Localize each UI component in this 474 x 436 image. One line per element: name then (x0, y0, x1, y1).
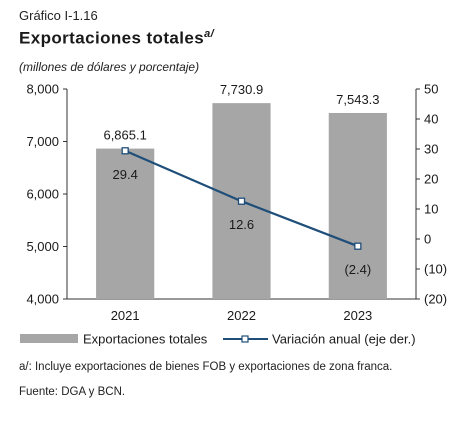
data-labels: 6,865.1 7,730.9 7,543.3 29.4 12.6 (2.4) (103, 82, 379, 277)
category-label: 2023 (343, 308, 372, 323)
right-tick-label: (10) (424, 262, 447, 277)
axes: 4,000 5,000 6,000 7,000 8,000 (20) (10) 0 10 20 30… (26, 82, 447, 324)
chart-title-text: Exportaciones totales (19, 28, 205, 48)
category-label: 2021 (111, 308, 140, 323)
line-point (121, 147, 129, 155)
figure-label: Gráfico I-1.16 (19, 8, 98, 23)
bar-value-label: 7,730.9 (220, 82, 263, 97)
source-note: Fuente: DGA y BCN. (19, 386, 126, 398)
right-tick-label: 30 (424, 142, 438, 157)
right-tick-label: 50 (424, 82, 438, 97)
line-point (354, 242, 362, 250)
legend-label-bar: Exportaciones totales (83, 332, 208, 347)
bar-value-label: 7,543.3 (336, 92, 379, 107)
right-tick-label: (20) (424, 292, 447, 307)
footnote: a/: Incluye exportaciones de bienes FOB … (19, 361, 393, 373)
bar (96, 148, 155, 299)
line-value-label: (2.4) (344, 262, 371, 277)
legend-label-line: Variación anual (eje der.) (272, 332, 416, 347)
line-series (121, 147, 362, 250)
chart-title: Exportaciones totalesa/ (19, 28, 214, 49)
category-label: 2022 (227, 308, 256, 323)
left-tick-label: 7,000 (26, 134, 59, 149)
right-tick-label: 40 (424, 112, 438, 127)
chart-title-note: a/ (204, 28, 215, 40)
left-tick-label: 8,000 (26, 82, 59, 97)
chart-subtitle: (millones de dólares y porcentaje) (19, 60, 200, 74)
right-tick-label: 20 (424, 172, 438, 187)
left-tick-label: 5,000 (26, 239, 59, 254)
right-tick-label: 10 (424, 202, 438, 217)
legend-swatch-bar (20, 334, 78, 343)
bars (96, 103, 387, 300)
line-value-label: 12.6 (229, 217, 254, 232)
left-tick-label: 4,000 (26, 292, 59, 307)
bar-value-label: 6,865.1 (103, 128, 146, 143)
left-tick-label: 6,000 (26, 187, 59, 202)
line-point (237, 197, 246, 205)
legend: Exportaciones totales Variación anual (ej… (20, 332, 416, 347)
bar (328, 112, 387, 300)
right-tick-label: 0 (424, 232, 431, 247)
line-value-label: 29.4 (113, 167, 138, 182)
combo-chart: 4,000 5,000 6,000 7,000 8,000 (20) (10) 0 10 20 30… (20, 82, 447, 347)
legend-swatch-marker (241, 335, 249, 343)
